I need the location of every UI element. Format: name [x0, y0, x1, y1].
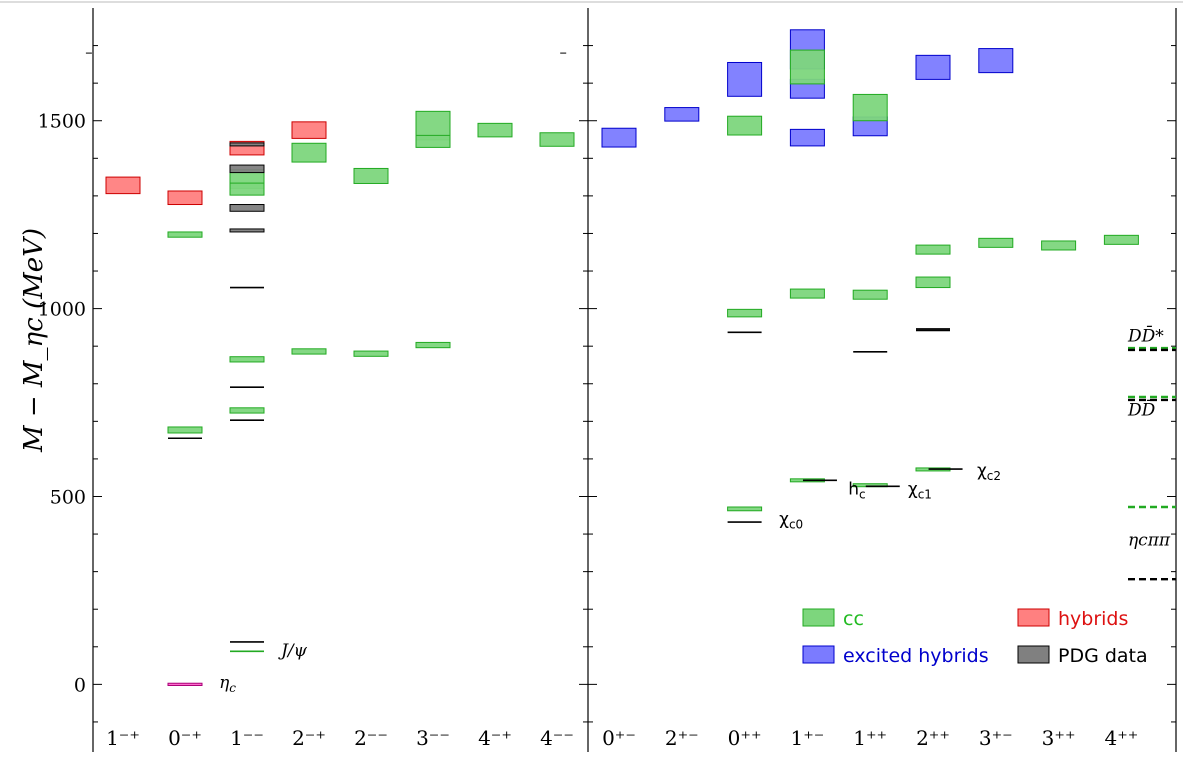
state-label: χc2: [977, 461, 1001, 483]
level-box-cc: [291, 348, 327, 355]
level-box-excited-hybrids: [601, 127, 637, 148]
legend-swatch: [802, 645, 835, 664]
level-box-cc: [167, 426, 203, 434]
level-box-cc: [229, 356, 265, 363]
level-box-cc: [229, 407, 265, 414]
legend-label: hybrids: [1058, 608, 1128, 630]
category-label: 0⁺⁺: [728, 726, 762, 750]
category-label: 1⁻⁻: [230, 726, 264, 750]
category-label: 3⁺⁻: [979, 726, 1013, 750]
category-label: 2⁺⁺: [916, 726, 950, 750]
y-tick-label: 500: [50, 486, 86, 508]
y-axis-label: M − M_ηc (MeV): [19, 228, 49, 453]
level-box-hybrids: [291, 121, 327, 139]
level-box-excited-hybrids: [664, 107, 700, 122]
level-box-cc: [1103, 234, 1139, 245]
level-box-pdg-data: [229, 204, 265, 212]
category-label: 2⁻⁺: [292, 726, 326, 750]
category-label: 4⁻⁺: [478, 726, 512, 750]
state-label: J/ψ: [278, 641, 308, 661]
category-label: 4⁻⁻: [540, 726, 574, 750]
level-box-cc: [477, 122, 513, 138]
y-tick-label: 0: [74, 674, 86, 696]
category-label: 2⁻⁻: [354, 726, 388, 750]
threshold-label: DD̄*: [1127, 325, 1164, 347]
category-label: 3⁻⁻: [416, 726, 450, 750]
level-box-cc: [915, 276, 951, 289]
legend-swatch: [802, 608, 835, 627]
level-box-cc: [415, 134, 451, 148]
level-box-pdg-data: [229, 164, 265, 174]
category-label: 0⁻⁺: [168, 726, 202, 750]
level-box-cc: [727, 308, 763, 318]
y-tick-label: 1500: [38, 111, 86, 133]
category-label: 1⁺⁺: [853, 726, 887, 750]
state-label: χc1: [908, 480, 932, 502]
level-box-cc: [789, 288, 825, 299]
level-box-cc: [727, 506, 763, 512]
level-box-cc: [353, 350, 389, 357]
state-label: hc: [848, 480, 865, 502]
level-box-cc: [727, 115, 763, 136]
level-box-cc: [852, 289, 888, 300]
legend-swatch: [1017, 608, 1050, 627]
level-box-cc: [789, 49, 825, 85]
level-box-cc: [291, 142, 327, 163]
legend-label: excited hybrids: [843, 645, 989, 667]
level-box-pdg-data: [229, 228, 265, 233]
level-box-excited-hybrids: [978, 48, 1014, 74]
threshold-label: DD̄: [1127, 399, 1156, 421]
level-box-cc: [978, 237, 1014, 248]
level-box-cc: [353, 167, 389, 184]
legend-label: cc: [843, 608, 864, 630]
level-box-hybrids: [167, 190, 203, 206]
threshold-label: ηcππ: [1128, 530, 1171, 550]
state-label: ηc: [219, 673, 236, 695]
category-label: 3⁺⁺: [1042, 726, 1076, 750]
level-box-hybrids: [105, 176, 141, 195]
level-box-etac: [167, 682, 203, 686]
level-box-excited-hybrids: [727, 61, 763, 97]
category-label: 1⁻⁺: [106, 726, 140, 750]
category-label: 4⁺⁺: [1104, 726, 1138, 750]
legend-label: PDG data: [1058, 645, 1148, 667]
category-label: 2⁺⁻: [665, 726, 699, 750]
level-box-pdg-data: [229, 142, 265, 147]
level-box-excited-hybrids: [789, 128, 825, 147]
level-box-cc: [915, 244, 951, 255]
level-box-cc: [539, 132, 575, 147]
state-label: χc0: [779, 510, 803, 532]
level-box-cc: [415, 341, 451, 349]
level-box-cc: [1041, 240, 1077, 251]
category-label: 1⁺⁻: [790, 726, 824, 750]
legend-swatch: [1017, 645, 1050, 664]
level-box-excited-hybrids: [915, 54, 951, 80]
level-box-cc: [852, 93, 888, 122]
category-label: 0⁺⁻: [602, 726, 636, 750]
level-box-cc: [167, 231, 203, 238]
y-tick-label: 1000: [38, 299, 86, 321]
level-box-cc: [229, 182, 265, 196]
